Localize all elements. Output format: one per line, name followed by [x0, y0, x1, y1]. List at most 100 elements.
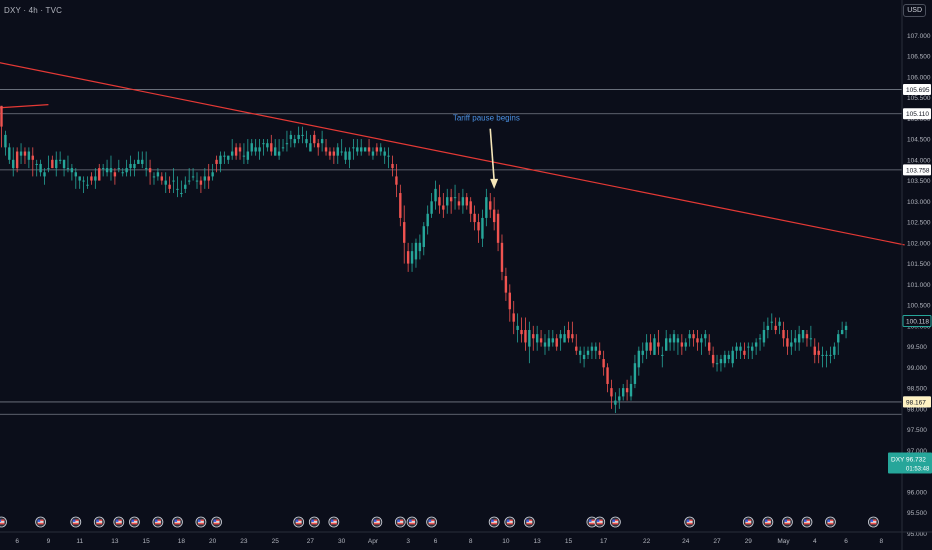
candle-body — [391, 163, 394, 169]
event-flag-icon[interactable] — [93, 516, 105, 528]
event-flag-icon[interactable] — [825, 516, 836, 528]
event-flag-icon[interactable] — [586, 516, 598, 528]
candle — [387, 147, 390, 169]
candle — [676, 334, 680, 355]
candle — [356, 139, 359, 156]
candle-body — [625, 388, 629, 393]
candle-body — [528, 330, 531, 347]
event-flag-icon[interactable] — [406, 516, 418, 528]
x-tick-label: 22 — [643, 538, 651, 545]
candle — [633, 354, 637, 389]
candle-body — [199, 180, 203, 185]
event-flag-stripe — [428, 522, 435, 525]
event-flag-icon[interactable] — [684, 516, 696, 528]
candles — [0, 105, 848, 414]
event-flag-icon[interactable] — [523, 516, 535, 528]
candle — [410, 242, 414, 272]
event-flag-canton — [870, 519, 874, 522]
candle-body — [809, 338, 813, 340]
candle — [535, 325, 539, 351]
event-flag-stripe — [491, 521, 498, 523]
candle-body — [281, 147, 285, 149]
y-tick-label: 102.000 — [907, 240, 931, 247]
candle-body — [12, 159, 15, 169]
event-flag-icon[interactable] — [211, 516, 222, 528]
event-flag-icon[interactable] — [742, 516, 754, 528]
event-flag-icon[interactable] — [308, 516, 320, 528]
candle — [473, 205, 476, 231]
event-flag-icon[interactable] — [35, 516, 46, 528]
event-flag-stripe — [596, 522, 603, 525]
x-tick-label: 9 — [47, 538, 51, 545]
candle-body — [27, 151, 31, 160]
event-flag-stripe — [0, 522, 5, 525]
candle — [477, 213, 480, 243]
y-tick-label: 104.500 — [907, 137, 931, 144]
currency-button[interactable]: USD — [903, 4, 926, 17]
event-flag-icon[interactable] — [293, 516, 305, 528]
price-tag — [903, 396, 931, 408]
candle-body — [422, 226, 425, 247]
y-tick-label: 102.500 — [907, 220, 931, 227]
candle-body — [817, 350, 820, 355]
event-flag-stripe — [409, 519, 416, 522]
event-flag-icon[interactable] — [394, 516, 406, 528]
candle — [195, 172, 199, 189]
x-tick-label: May — [777, 538, 790, 545]
event-flag-stripe — [803, 521, 810, 523]
candle — [375, 143, 379, 156]
candle — [465, 193, 468, 210]
candle — [281, 139, 285, 152]
event-flag-stripe — [311, 519, 318, 522]
event-flag-icon[interactable] — [782, 516, 793, 528]
event-flag-icon[interactable] — [113, 516, 125, 528]
event-flag-icon[interactable] — [488, 516, 500, 528]
candle — [790, 330, 793, 355]
candle — [528, 321, 531, 364]
candle — [238, 143, 242, 160]
candle — [12, 147, 15, 177]
event-flag-canton — [37, 519, 41, 522]
event-flag-stripe — [0, 521, 5, 523]
event-flag-icon[interactable] — [172, 516, 183, 528]
candle-body — [559, 334, 562, 339]
event-flag-stripe — [397, 522, 404, 525]
event-flag-icon[interactable] — [762, 516, 774, 528]
event-flag-stripe — [686, 522, 693, 525]
event-flag-icon[interactable] — [152, 516, 164, 528]
event-flag-icon[interactable] — [195, 516, 207, 528]
event-flag-icon[interactable] — [609, 516, 621, 528]
candle — [78, 176, 81, 189]
candle — [762, 321, 766, 347]
event-flag-icon[interactable] — [594, 516, 606, 528]
candle-body — [70, 168, 74, 173]
event-flag-icon[interactable] — [868, 516, 879, 528]
y-tick-label: 98.000 — [907, 406, 927, 413]
candle-body — [297, 134, 300, 140]
event-flag-icon[interactable] — [70, 516, 82, 528]
candle — [383, 147, 386, 164]
event-flag-stripe — [745, 521, 752, 523]
candle-body — [629, 383, 633, 397]
candle — [747, 342, 750, 360]
event-flag-canton — [373, 519, 377, 522]
event-flag-icon[interactable] — [426, 516, 438, 528]
event-flag-icon[interactable] — [371, 516, 383, 528]
event-flag-icon[interactable] — [0, 516, 7, 528]
candle-body — [4, 134, 7, 148]
candle — [309, 134, 312, 152]
candle — [90, 172, 93, 185]
candle-body — [680, 342, 684, 347]
candle-body — [215, 159, 218, 164]
event-flag-icon[interactable] — [801, 516, 813, 528]
candle-body — [43, 172, 46, 177]
candle-body — [539, 338, 543, 343]
event-flag-stripe — [96, 521, 103, 523]
candle — [70, 163, 74, 181]
event-flag-icon[interactable] — [129, 516, 140, 528]
event-flag-icon[interactable] — [504, 516, 516, 528]
event-flag-stripe — [311, 521, 318, 523]
event-flag-icon[interactable] — [328, 516, 340, 528]
event-flag-canton — [197, 519, 201, 522]
